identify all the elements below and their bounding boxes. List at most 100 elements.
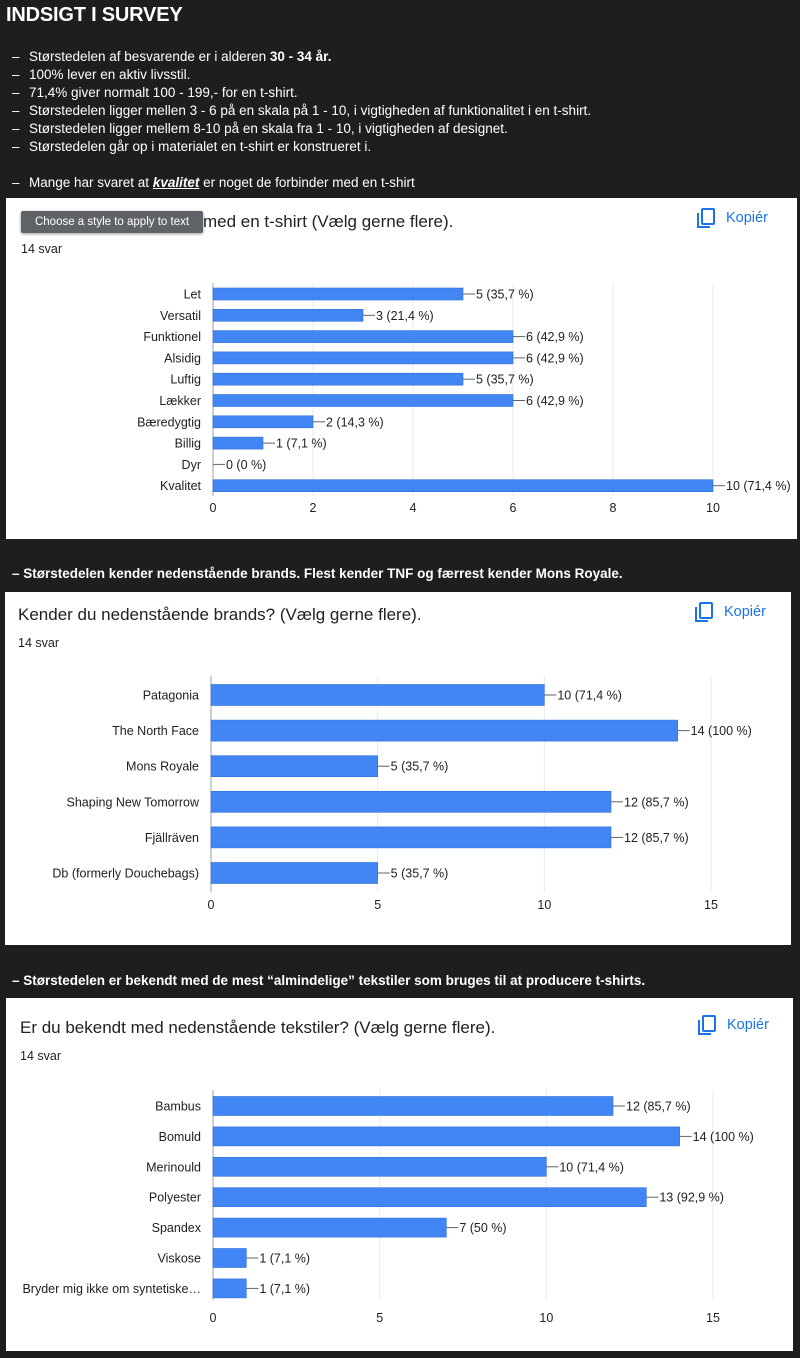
- response-count: 14 svar: [21, 242, 62, 256]
- x-tick-label: 4: [410, 501, 417, 515]
- insight-item: –100% lever en aktiv livsstil.: [12, 67, 191, 82]
- insight-item: – Størstedelen ligger mellem 8-10 på en s…: [12, 121, 508, 136]
- bar: [212, 1096, 614, 1116]
- bar: [210, 826, 612, 849]
- category-label: Bæredygtig: [137, 415, 201, 429]
- data-label: 3 (21,4 %): [376, 309, 434, 323]
- copy-button[interactable]: Kopiér: [696, 207, 768, 229]
- x-tick-label: 0: [208, 898, 215, 912]
- category-label: Dyr: [182, 458, 201, 472]
- bar: [212, 287, 464, 301]
- data-label: 5 (35,7 %): [391, 867, 449, 881]
- category-label: Versatil: [160, 309, 201, 323]
- bar: [212, 1187, 647, 1207]
- style-tooltip: Choose a style to apply to text: [21, 211, 203, 233]
- bar: [212, 415, 314, 429]
- bar: [212, 308, 364, 322]
- data-label: 10 (71,4 %): [557, 689, 622, 703]
- copy-icon: [698, 1015, 716, 1035]
- category-label: Polyester: [149, 1191, 201, 1205]
- category-label: Let: [184, 288, 202, 302]
- category-label: Fjällräven: [145, 831, 199, 845]
- bar: [212, 1157, 547, 1177]
- bar: [210, 755, 378, 778]
- category-label: Patagonia: [143, 689, 199, 703]
- question-title: Er du bekendt med nedenstående tekstiler…: [20, 1018, 496, 1037]
- bar: [212, 394, 514, 407]
- data-label: 12 (85,7 %): [624, 831, 689, 845]
- data-label: 12 (85,7 %): [626, 1100, 691, 1114]
- x-tick-label: 10: [706, 501, 720, 515]
- data-label: 7 (50 %): [459, 1221, 506, 1235]
- copy-button[interactable]: Kopiér: [694, 601, 766, 623]
- category-label: Bambus: [155, 1100, 201, 1114]
- data-label: 2 (14,3 %): [326, 415, 384, 429]
- category-label: Luftig: [170, 373, 201, 387]
- data-label: 1 (7,1 %): [276, 437, 327, 451]
- category-label: Db (formerly Douchebags): [52, 867, 199, 881]
- data-label: 6 (42,9 %): [526, 351, 584, 365]
- page-title: INDSIGT I SURVEY: [6, 4, 183, 26]
- x-tick-label: 6: [510, 501, 517, 515]
- bar: [212, 1217, 447, 1238]
- bar: [210, 862, 378, 884]
- data-label: 6 (42,9 %): [526, 330, 584, 344]
- x-tick-label: 8: [610, 501, 617, 515]
- data-label: 10 (71,4 %): [559, 1160, 624, 1174]
- data-label: 5 (35,7 %): [476, 288, 534, 302]
- x-tick-label: 15: [704, 898, 718, 912]
- copy-button-label: Kopiér: [727, 1017, 769, 1033]
- x-tick-label: 5: [374, 898, 381, 912]
- data-label: 5 (35,7 %): [476, 373, 534, 387]
- x-tick-label: 2: [310, 501, 317, 515]
- x-tick-label: 0: [210, 501, 217, 515]
- category-label: The North Face: [112, 724, 199, 738]
- category-label: Mons Royale: [126, 760, 199, 774]
- category-label: Spandex: [152, 1221, 202, 1235]
- question-title: med en t-shirt (Vælg gerne flere).: [203, 212, 454, 231]
- bar: [212, 479, 714, 493]
- copy-icon: [697, 208, 715, 228]
- category-label: Bryder mig ikke om syntetiske…: [22, 1282, 201, 1296]
- category-label: Shaping New Tomorrow: [67, 795, 200, 809]
- x-tick-label: 10: [539, 1311, 553, 1325]
- bar: [212, 351, 514, 365]
- bar: [212, 330, 514, 343]
- bar: [212, 372, 464, 386]
- insight-list: – Størstedelen af besvarende er i alderen…: [12, 48, 591, 192]
- data-label: 10 (71,4 %): [726, 479, 791, 493]
- x-tick-label: 10: [537, 898, 551, 912]
- response-count: 14 svar: [20, 1049, 61, 1063]
- bar: [212, 1278, 247, 1299]
- survey-card-brands: Kender du nedenstående brands? (Vælg ger…: [5, 592, 791, 945]
- bar: [212, 1126, 680, 1147]
- category-label: Viskose: [157, 1252, 201, 1266]
- insight-item: – Størstedelen går op i materialet en t-s…: [12, 139, 372, 154]
- bar: [210, 684, 545, 706]
- copy-button-label: Kopiér: [726, 210, 768, 226]
- copy-button[interactable]: Kopiér: [697, 1014, 769, 1036]
- data-label: 0 (0 %): [226, 458, 266, 472]
- category-label: Bomuld: [159, 1130, 201, 1144]
- copy-icon: [695, 602, 713, 622]
- bar: [210, 790, 612, 813]
- response-count: 14 svar: [18, 636, 59, 650]
- category-label: Lækker: [159, 394, 201, 408]
- insight-item: – Størstedelen ligger mellen 3 - 6 på en …: [12, 103, 592, 118]
- section-note-textiles: – Størstedelen er bekendt med de mest “a…: [12, 973, 646, 988]
- insight-item: – Mange har svaret at kvalitet er noget d…: [12, 175, 415, 190]
- data-label: 14 (100 %): [691, 724, 752, 738]
- category-label: Funktionel: [143, 330, 201, 344]
- insight-item: –71,4% giver normalt 100 - 199,- for en …: [12, 85, 298, 100]
- insight-item: – Størstedelen af besvarende er i alderen…: [12, 49, 332, 64]
- data-label: 6 (42,9 %): [526, 394, 584, 408]
- copy-button-label: Kopiér: [724, 604, 766, 620]
- question-title: Kender du nedenstående brands? (Vælg ger…: [18, 605, 422, 624]
- data-label: 1 (7,1 %): [259, 1282, 310, 1296]
- data-label: 13 (92,9 %): [659, 1191, 724, 1205]
- data-label: 1 (7,1 %): [259, 1252, 310, 1266]
- category-label: Alsidig: [164, 351, 201, 365]
- section-note-brands: – Størstedelen kender nedenstående brand…: [12, 566, 623, 581]
- x-tick-label: 0: [210, 1311, 217, 1325]
